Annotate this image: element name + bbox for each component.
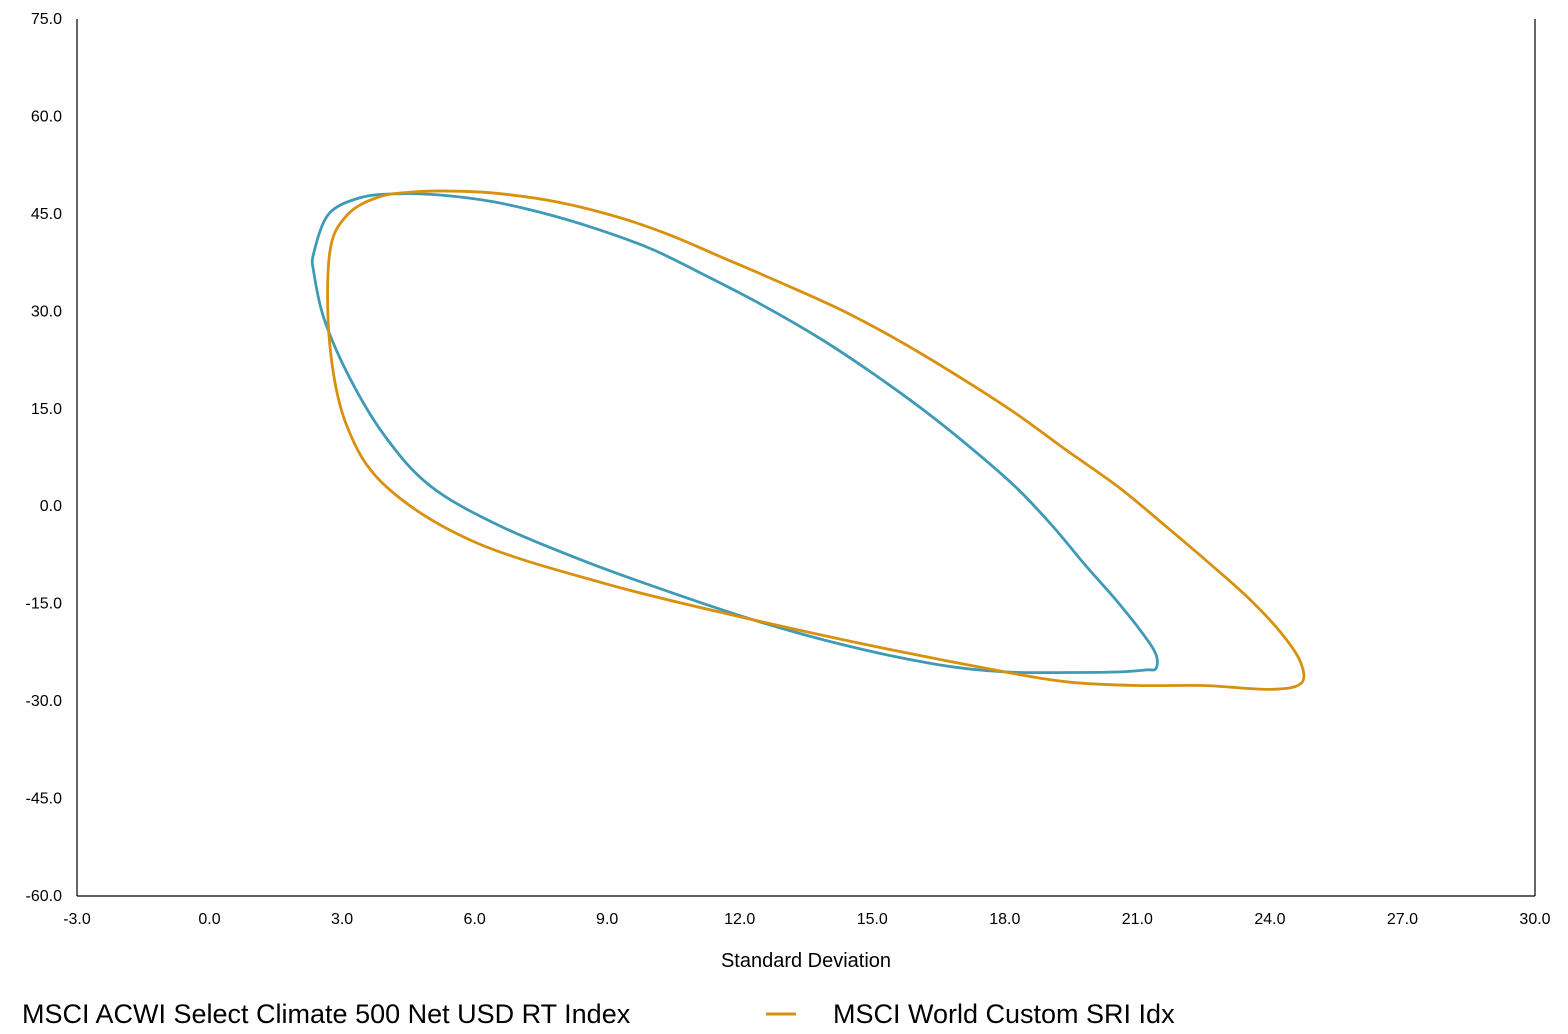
y-tick-label: 45.0 [31, 206, 62, 223]
x-tick-label: 6.0 [464, 911, 486, 928]
x-axis-tick-labels: -3.0 0.0 3.0 6.0 9.0 12.0 15.0 18.0 21.0 24.0 27.0… [63, 911, 1550, 928]
x-tick-label: 18.0 [989, 911, 1020, 928]
x-tick-label: 24.0 [1254, 911, 1285, 928]
x-tick-label: 27.0 [1387, 911, 1418, 928]
y-tick-label: -30.0 [26, 693, 63, 710]
x-tick-label: 0.0 [198, 911, 220, 928]
y-tick-label: 0.0 [40, 498, 62, 515]
y-tick-label: 15.0 [31, 401, 62, 418]
x-tick-label: 30.0 [1519, 911, 1550, 928]
x-axis-label: Standard Deviation [721, 950, 891, 972]
x-tick-label: 9.0 [596, 911, 618, 928]
y-tick-label: 60.0 [31, 108, 62, 125]
x-tick-label: 12.0 [724, 911, 755, 928]
chart-axes [77, 19, 1535, 896]
x-tick-label: 3.0 [331, 911, 353, 928]
y-tick-label: 75.0 [31, 11, 62, 28]
chart-series [312, 191, 1304, 689]
legend-label-1: MSCI ACWI Select Climate 500 Net USD RT … [22, 999, 631, 1029]
series-line-1 [312, 194, 1157, 673]
x-tick-label: -3.0 [63, 911, 91, 928]
legend-label-2: MSCI World Custom SRI Idx [833, 999, 1175, 1029]
series-line-2 [328, 191, 1304, 689]
y-tick-label: -45.0 [26, 791, 63, 808]
y-tick-label: 30.0 [31, 303, 62, 320]
y-tick-label: -15.0 [26, 596, 63, 613]
y-tick-label: -60.0 [26, 888, 63, 905]
x-tick-label: 15.0 [857, 911, 888, 928]
legend: MSCI ACWI Select Climate 500 Net USD RT … [22, 999, 1175, 1029]
y-axis-tick-labels: 75.0 60.0 45.0 30.0 15.0 0.0 -15.0 -30.0 -45.0 -6… [26, 11, 63, 905]
x-tick-label: 21.0 [1122, 911, 1153, 928]
